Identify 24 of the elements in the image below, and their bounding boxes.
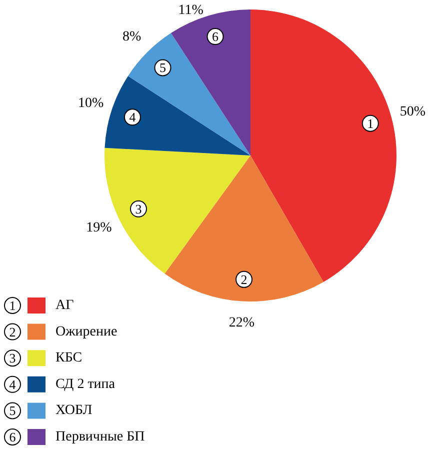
text: 5 (9, 403, 16, 418)
legend-label: СД 2 типа (56, 376, 116, 392)
text: 2 (9, 324, 16, 340)
text: 1 (9, 298, 16, 313)
text: 1 (367, 116, 374, 131)
legend-label: ХОБЛ (56, 403, 93, 418)
text: 2 (240, 272, 248, 287)
text: 5 (160, 60, 166, 76)
data-label: 11% (178, 3, 204, 18)
legend-label: КБС (56, 350, 82, 366)
text: 3 (9, 350, 16, 366)
legend-label: Ожирение (56, 324, 118, 340)
legend-label: Первичные БП (56, 430, 145, 444)
data-label: 22% (228, 316, 255, 331)
text: 4 (9, 376, 16, 392)
text: 6 (9, 430, 16, 444)
data-label: 8% (122, 29, 142, 44)
data-label: 50% (400, 104, 426, 120)
text: 4 (129, 110, 136, 125)
data-label: 19% (86, 220, 112, 236)
text: 3 (135, 201, 142, 216)
legend-label: АГ (56, 298, 74, 313)
data-label: 10% (78, 96, 104, 112)
text: 6 (212, 29, 220, 44)
